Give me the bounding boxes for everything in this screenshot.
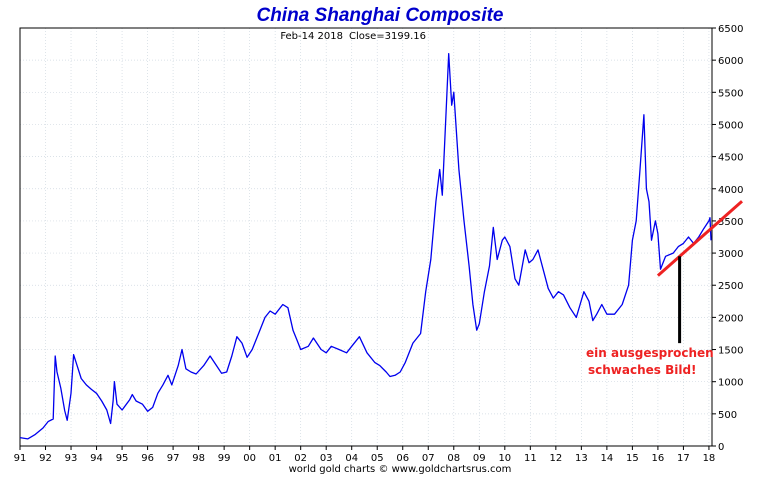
x-tick-label: 10 (498, 453, 511, 464)
x-tick-label: 97 (167, 453, 180, 464)
x-tick-label: 11 (524, 453, 537, 464)
axes: 0500100015002000250030003500400045005000… (14, 24, 744, 464)
x-tick-label: 15 (626, 453, 639, 464)
grid (19, 27, 712, 447)
y-tick-label: 6500 (718, 24, 743, 35)
x-tick-label: 18 (703, 453, 716, 464)
y-tick-label: 2500 (718, 281, 743, 292)
x-tick-label: 03 (320, 453, 333, 464)
y-tick-label: 3000 (718, 249, 743, 260)
annotation-text-line1: ein ausgesprochen (586, 346, 714, 360)
x-tick-label: 04 (345, 453, 358, 464)
y-tick-label: 5500 (718, 88, 743, 99)
y-tick-label: 500 (718, 410, 737, 421)
x-tick-label: 95 (116, 453, 129, 464)
x-tick-label: 98 (192, 453, 205, 464)
chart-title: China Shanghai Composite (256, 5, 503, 26)
y-tick-label: 2000 (718, 313, 743, 324)
y-tick-label: 1500 (718, 346, 743, 357)
x-tick-label: 13 (575, 453, 588, 464)
x-tick-label: 00 (243, 453, 256, 464)
x-tick-label: 09 (473, 453, 486, 464)
x-tick-label: 01 (269, 453, 282, 464)
x-tick-label: 16 (652, 453, 665, 464)
y-tick-label: 1000 (718, 378, 743, 389)
chart-subtitle-close: Close=3199.16 (349, 31, 426, 42)
y-tick-label: 6000 (718, 56, 743, 67)
series-line (19, 53, 712, 440)
x-tick-label: 02 (294, 453, 307, 464)
chart-subtitle-date: Feb-14 2018 (280, 31, 343, 42)
x-tick-label: 14 (601, 453, 614, 464)
x-tick-label: 08 (447, 453, 460, 464)
plot-frame (19, 27, 713, 447)
x-tick-label: 93 (65, 453, 78, 464)
x-tick-label: 17 (677, 453, 690, 464)
x-tick-label: 94 (90, 453, 103, 464)
annotation-text-line2: schwaches Bild! (588, 363, 697, 377)
x-tick-label: 12 (549, 453, 562, 464)
x-tick-label: 92 (39, 453, 52, 464)
y-tick-label: 5000 (718, 120, 743, 131)
y-tick-label: 0 (718, 442, 724, 453)
x-tick-label: 07 (422, 453, 435, 464)
y-tick-label: 4000 (718, 185, 743, 196)
x-tick-label: 06 (396, 453, 409, 464)
series-layer (19, 53, 712, 440)
trendline (656, 200, 743, 277)
y-tick-label: 3500 (718, 217, 743, 228)
y-tick-label: 4500 (718, 153, 743, 164)
chart-footer: world gold charts © www.goldchartsrus.co… (289, 464, 512, 475)
x-tick-label: 96 (141, 453, 154, 464)
x-tick-label: 91 (14, 453, 27, 464)
annotation-layer (656, 200, 743, 344)
x-tick-label: 05 (371, 453, 384, 464)
x-tick-label: 99 (218, 453, 231, 464)
